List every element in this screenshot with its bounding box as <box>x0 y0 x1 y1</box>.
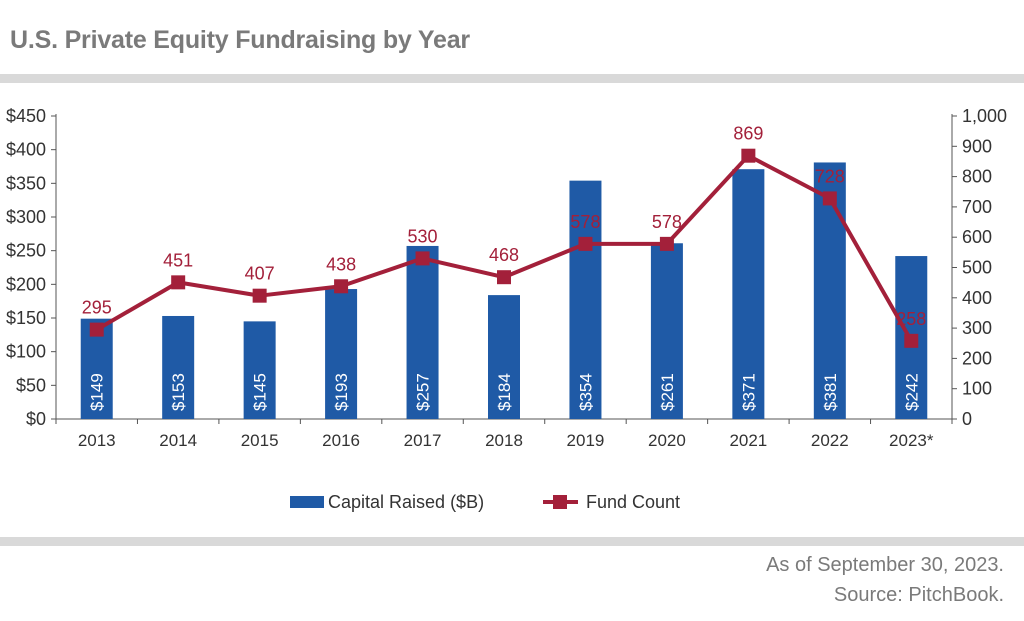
capital-bar-label: $242 <box>902 373 921 411</box>
y-left-tick-label: $100 <box>6 342 46 362</box>
x-tick-label: 2018 <box>485 431 523 450</box>
y-right-tick-label: 400 <box>962 288 992 308</box>
fund-count-marker <box>741 148 756 163</box>
capital-bar <box>243 321 276 419</box>
x-tick-label: 2019 <box>567 431 605 450</box>
y-right-tick-label: 1,000 <box>962 106 1007 126</box>
capital-bar <box>488 295 520 419</box>
fund-count-label: 728 <box>815 166 845 186</box>
fund-count-marker <box>171 275 186 290</box>
legend-label-capital: Capital Raised ($B) <box>328 492 484 512</box>
y-right-tick-label: 200 <box>962 348 992 368</box>
fund-count-label: 578 <box>652 212 682 232</box>
x-tick-label: 2017 <box>404 431 442 450</box>
fund-count-marker <box>252 288 267 303</box>
y-right-tick-label: 700 <box>962 197 992 217</box>
legend-label-fund: Fund Count <box>586 492 680 512</box>
legend-group: Capital Raised ($B) Fund Count <box>290 492 680 512</box>
capital-bar <box>732 169 765 419</box>
capital-bar <box>162 315 195 419</box>
y-left-tick-label: $0 <box>26 409 46 429</box>
capital-bar-label: $145 <box>251 373 270 411</box>
legend-swatch-fund-marker <box>553 495 567 509</box>
x-tick-label: 2016 <box>322 431 360 450</box>
chart-title: U.S. Private Equity Fundraising by Year <box>10 26 470 54</box>
capital-bar-label: $257 <box>414 373 433 411</box>
y-right-tick-label: 0 <box>962 409 972 429</box>
capital-bar-label: $261 <box>658 373 677 411</box>
fund-count-label: 869 <box>733 124 763 144</box>
labels-group: 295 451 407 438 530 468 578 578 869 728 258 <box>82 124 927 329</box>
y-left-tick-label: $300 <box>6 207 46 227</box>
x-tick-label: 2021 <box>729 431 767 450</box>
legend-swatch-capital <box>290 496 324 508</box>
fund-count-marker <box>497 270 511 285</box>
y-right-tick-label: 300 <box>962 318 992 338</box>
fund-count-label: 578 <box>570 212 600 232</box>
x-tick-label: 2023* <box>889 431 934 450</box>
bottom-divider <box>0 537 1024 546</box>
x-tick-label: 2013 <box>78 431 116 450</box>
capital-bar-label: $193 <box>332 373 351 411</box>
x-tick-label: 2015 <box>241 431 279 450</box>
y-left-tick-label: $350 <box>6 173 46 193</box>
fund-count-line-group <box>89 148 919 348</box>
fund-count-marker <box>904 333 919 348</box>
fund-count-marker <box>334 279 349 294</box>
as-of-note: As of September 30, 2023. <box>766 554 1004 576</box>
y-left-tick-label: $250 <box>6 241 46 261</box>
top-divider <box>0 74 1024 83</box>
source-note: Source: PitchBook. <box>833 584 1004 606</box>
capital-bar <box>406 245 439 419</box>
x-tick-label: 2020 <box>648 431 686 450</box>
x-tick-label: 2022 <box>811 431 849 450</box>
fund-count-label: 438 <box>326 254 356 274</box>
x-tick-label: 2014 <box>159 431 197 450</box>
capital-bar-label: $354 <box>576 373 595 411</box>
y-left-tick-label: $400 <box>6 140 46 160</box>
fund-count-label: 530 <box>408 226 438 246</box>
capital-bar <box>325 289 358 419</box>
y-left-tick-label: $200 <box>6 274 46 294</box>
capital-bar-label: $371 <box>739 373 758 411</box>
y-left-tick-label: $150 <box>6 308 46 328</box>
fund-count-marker <box>89 322 104 337</box>
axes-group: $0 $50 $100 $150 $200 $250 $300 $350 $400 $450 0 10… <box>6 106 1007 450</box>
bars-group: $149 $153 $145 $193 $257 $184 $354 $261 $371 $381… <box>80 162 928 419</box>
y-right-tick-label: 500 <box>962 258 992 278</box>
fund-count-marker <box>578 236 593 251</box>
fund-count-label: 451 <box>163 250 193 270</box>
y-left-tick-label: $50 <box>16 375 46 395</box>
y-right-tick-label: 900 <box>962 136 992 156</box>
y-right-tick-label: 800 <box>962 167 992 187</box>
fund-count-label: 295 <box>82 298 112 318</box>
fund-count-marker <box>415 251 430 266</box>
y-left-tick-label: $450 <box>6 106 46 126</box>
capital-bar <box>650 243 683 419</box>
capital-bar-label: $184 <box>495 373 514 411</box>
y-right-tick-label: 600 <box>962 227 992 247</box>
capital-bar <box>569 180 602 419</box>
capital-bar-label: $149 <box>88 373 107 411</box>
fund-count-label: 258 <box>896 309 926 329</box>
fund-count-label: 468 <box>489 245 519 265</box>
capital-bar-label: $153 <box>169 373 188 411</box>
fund-count-marker <box>822 191 837 206</box>
capital-bar-label: $381 <box>821 373 840 411</box>
fund-count-marker <box>659 236 674 251</box>
y-right-tick-label: 100 <box>962 379 992 399</box>
fund-count-label: 407 <box>245 264 275 284</box>
